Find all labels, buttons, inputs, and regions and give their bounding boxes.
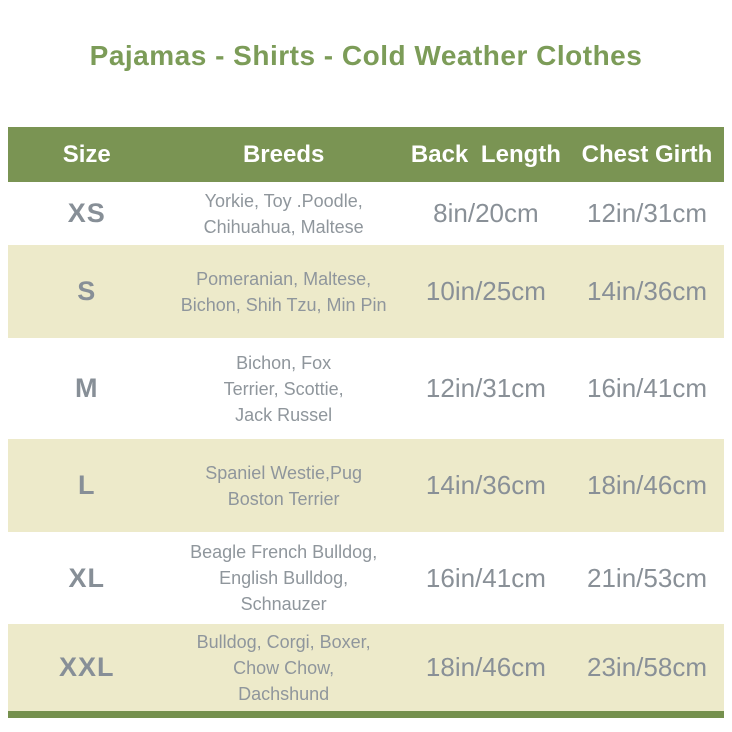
table-row-m: M Bichon, Fox Terrier, Scottie, Jack Rus…	[8, 338, 724, 439]
header-breeds: Breeds	[242, 140, 325, 168]
breeds-value: Bichon, Fox Terrier, Scottie, Jack Russe…	[223, 352, 344, 425]
breeds-value: Pomeranian, Maltese, Bichon, Shih Tzu, M…	[180, 268, 387, 315]
chest-girth-value: 14in/36cm	[587, 276, 707, 306]
page-title: Pajamas - Shirts - Cold Weather Clothes	[89, 40, 643, 71]
header-size: Size	[62, 140, 111, 168]
header-chest-girth: Chest Girth	[581, 140, 713, 168]
back-length-value: 18in/46cm	[425, 652, 546, 682]
breeds-value: Beagle French Bulldog, English Bulldog, …	[190, 542, 378, 614]
chest-girth-value: 21in/53cm	[587, 562, 707, 593]
table-header-row: Size Breeds Back Length Chest Girth	[8, 127, 724, 182]
back-length-value: 12in/31cm	[425, 373, 546, 403]
table-row-s: S Pomeranian, Maltese, Bichon, Shih Tzu,…	[8, 245, 724, 338]
header-back-length: Back Length	[410, 140, 561, 168]
table-row-l: L Spaniel Westie,Pug Boston Terrier 14in…	[8, 439, 724, 532]
size-label: XL	[68, 562, 106, 593]
size-label: L	[78, 470, 96, 500]
back-length-value: 14in/36cm	[425, 470, 546, 500]
chest-girth-value: 18in/46cm	[587, 470, 707, 500]
size-label: S	[77, 276, 97, 306]
back-length-value: 8in/20cm	[433, 198, 539, 228]
chest-girth-value: 23in/58cm	[587, 652, 707, 682]
size-table: Size Breeds Back Length Chest Girth XS Y…	[8, 127, 724, 718]
back-length-value: 10in/25cm	[425, 276, 546, 306]
table-bottom-border	[8, 711, 724, 718]
breeds-value: Bulldog, Corgi, Boxer, Chow Chow, Dachsh…	[196, 631, 371, 704]
size-label: XXL	[59, 652, 115, 682]
back-length-value: 16in/41cm	[425, 562, 546, 593]
breeds-value: Spaniel Westie,Pug Boston Terrier	[205, 462, 363, 509]
size-label: M	[75, 373, 99, 403]
chest-girth-value: 12in/31cm	[587, 198, 707, 228]
chest-girth-value: 16in/41cm	[587, 373, 707, 403]
size-label: XS	[67, 198, 106, 228]
table-row-xs: XS Yorkie, Toy .Poodle, Chihuahua, Malte…	[8, 182, 724, 245]
table-row-xxl: XXL Bulldog, Corgi, Boxer, Chow Chow, Da…	[8, 624, 724, 711]
table-row-xl: XL Beagle French Bulldog, English Bulldo…	[8, 532, 724, 624]
breeds-value: Yorkie, Toy .Poodle, Chihuahua, Maltese	[203, 190, 364, 237]
